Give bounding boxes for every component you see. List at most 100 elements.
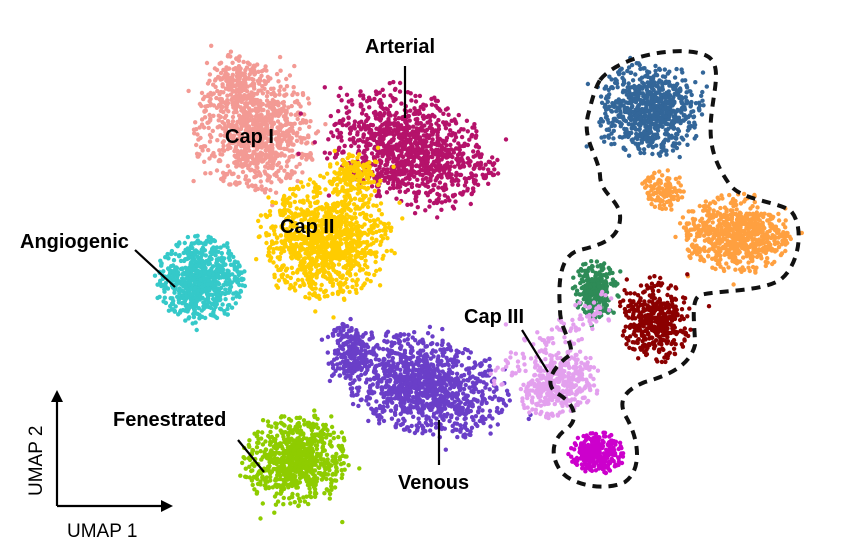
cell-point-arterial [469,171,474,176]
cell-point-cap1 [270,203,275,208]
cell-point-cap1 [235,119,240,125]
cell-point-arterial [360,155,365,160]
cell-point-cap1 [242,161,248,166]
cell-point-cap1 [228,140,233,145]
cell-point-arterial [448,164,453,169]
cell-point-cap1 [218,60,224,65]
cell-point-arterial [432,141,437,146]
cell-point-venous [445,358,451,363]
cell-point-cap1 [238,89,243,94]
cell-point-arterial [415,116,420,122]
cell-point-cap1 [294,133,299,138]
cell-point-cap1 [276,79,281,84]
cell-point-venous [408,344,413,349]
cell-point-arterial [425,159,430,165]
cell-point-arterial [420,147,425,152]
cell-point-arterial [428,178,433,183]
cell-point-cap2 [321,175,326,180]
cell-point-arterial [391,79,396,85]
cell-point-cap2 [340,273,345,278]
cell-point-cap2 [330,179,335,184]
cell-point-angiogenic [189,272,194,277]
cell-point-cap1 [258,179,263,184]
cell-point-cap2 [288,275,293,281]
cell-point-arterial [441,152,447,157]
cell-point-cap1 [302,136,307,141]
cell-point-arterial [332,122,337,128]
cell-point-cap2 [350,284,355,290]
cell-point-arterial [368,122,373,128]
cell-point-arterial [434,198,439,203]
cell-point-arterial [462,183,468,188]
cell-point-cap2 [361,162,366,167]
cell-point-cap2 [368,242,374,247]
cell-point-arterial [414,194,419,200]
cell-point-arterial [423,190,429,196]
cell-point-arterial [373,109,378,115]
cell-point-cap2 [345,161,350,167]
cell-point-arterial [312,140,317,145]
cell-point-cap1 [252,81,257,87]
cell-point-arterial [444,120,449,125]
cell-point-arterial [339,138,344,143]
cell-point-cap1 [201,96,206,102]
cell-point-arterial [393,117,398,122]
cell-point-cap2 [257,234,262,239]
cell-point-cap2 [271,247,276,252]
cell-point-cap1 [236,174,241,180]
cell-point-cap2 [338,280,343,285]
cell-point-cap2 [302,282,307,288]
cell-point-angiogenic [199,288,205,294]
cell-point-cap2 [323,288,328,293]
cell-point-cap1 [277,108,282,113]
cell-point-angiogenic [214,268,219,273]
cell-point-cap1 [271,111,276,117]
cell-point-angiogenic [232,267,237,272]
cell-point-arterial [408,108,413,113]
cell-point-arterial [361,132,366,137]
cell-point-angiogenic [213,303,218,308]
cell-point-cap2 [371,225,376,230]
cell-point-angiogenic [226,273,232,279]
cell-point-arterial [466,161,472,166]
cell-point-angiogenic [159,261,164,267]
cell-point-cap2 [334,216,339,221]
cell-point-angiogenic [195,233,200,238]
cell-point-angiogenic [178,258,184,264]
cell-point-cap1 [237,141,242,147]
cell-point-arterial [404,120,409,125]
cell-point-venous [418,350,423,356]
cell-point-arterial [462,143,467,148]
cell-point-cap1 [218,98,223,103]
cell-point-arterial [458,191,463,196]
cell-point-cap2 [384,248,389,254]
cell-point-cap2 [322,294,327,299]
cell-point-cap2 [294,185,299,190]
cell-point-arterial [296,151,301,156]
cell-point-cap2 [340,185,345,190]
cell-point-arterial [346,115,351,120]
cell-point-arterial [450,176,455,182]
cell-point-arterial [328,113,333,119]
cell-point-cap1 [252,126,257,131]
cell-point-arterial [436,185,441,190]
cell-point-cap2 [400,216,405,221]
cell-point-cap2 [373,254,379,259]
cell-point-arterial [378,161,383,166]
cell-point-cap2 [326,265,332,270]
cell-point-cap1 [300,170,305,175]
cell-point-cap2 [349,225,354,231]
cell-point-angiogenic [158,278,163,283]
cell-point-cap2 [300,198,306,203]
cell-point-cap1 [278,68,283,73]
cell-point-cap2 [325,171,330,176]
cell-point-venous [402,338,407,343]
cell-point-arterial [468,201,473,207]
cell-point-cap1 [282,87,287,92]
cell-point-cap2 [378,201,384,206]
cell-point-cap2 [263,212,268,218]
cell-point-cap1 [217,75,222,81]
cell-point-arterial [412,211,418,216]
cell-point-angiogenic [208,305,214,310]
cell-point-cap2 [373,259,378,265]
